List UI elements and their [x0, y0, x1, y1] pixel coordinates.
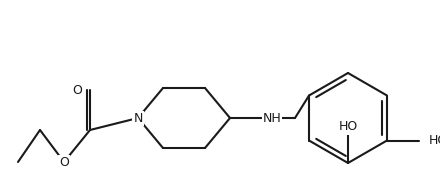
Text: NH: NH [263, 112, 281, 125]
Text: N: N [133, 112, 143, 125]
Text: HO: HO [429, 134, 440, 147]
Text: O: O [59, 155, 69, 169]
Text: O: O [72, 84, 82, 96]
Text: HO: HO [338, 121, 358, 134]
